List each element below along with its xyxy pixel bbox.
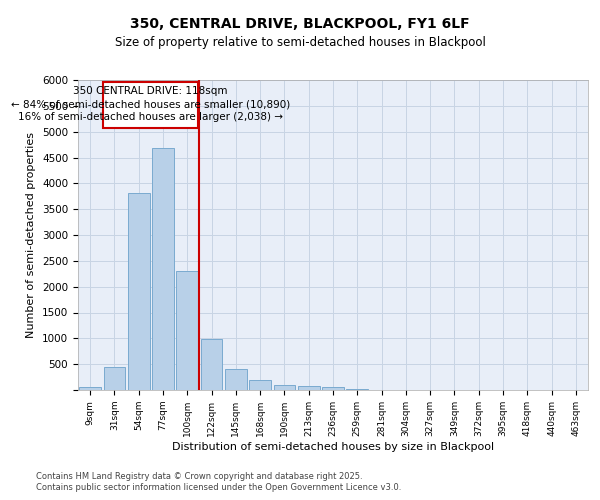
Text: Contains HM Land Registry data © Crown copyright and database right 2025.: Contains HM Land Registry data © Crown c… (36, 472, 362, 481)
Text: 350, CENTRAL DRIVE, BLACKPOOL, FY1 6LF: 350, CENTRAL DRIVE, BLACKPOOL, FY1 6LF (130, 18, 470, 32)
Bar (152, 148, 174, 390)
Bar (200, 339, 223, 390)
Text: ← 84% of semi-detached houses are smaller (10,890): ← 84% of semi-detached houses are smalle… (11, 99, 290, 109)
Bar (225, 369, 247, 390)
Text: 350 CENTRAL DRIVE: 118sqm: 350 CENTRAL DRIVE: 118sqm (73, 86, 228, 96)
Bar (249, 380, 271, 390)
X-axis label: Distribution of semi-detached houses by size in Blackpool: Distribution of semi-detached houses by … (172, 442, 494, 452)
Text: 16% of semi-detached houses are larger (2,038) →: 16% of semi-detached houses are larger (… (18, 112, 283, 122)
Text: Size of property relative to semi-detached houses in Blackpool: Size of property relative to semi-detach… (115, 36, 485, 49)
Bar (298, 386, 320, 390)
Y-axis label: Number of semi-detached properties: Number of semi-detached properties (26, 132, 37, 338)
FancyBboxPatch shape (103, 82, 198, 128)
Bar (176, 271, 198, 390)
Bar (322, 388, 344, 390)
Bar (104, 368, 125, 390)
Bar (128, 192, 149, 390)
Bar (274, 386, 295, 390)
Bar (79, 388, 101, 390)
Text: Contains public sector information licensed under the Open Government Licence v3: Contains public sector information licen… (36, 483, 401, 492)
